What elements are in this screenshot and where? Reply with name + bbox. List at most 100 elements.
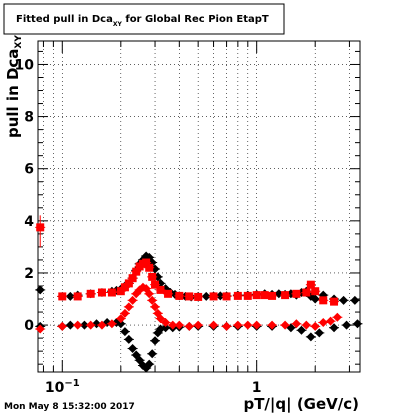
data-point-diamond bbox=[65, 291, 75, 301]
y-tick-label: 2 bbox=[24, 266, 34, 282]
data-point-square bbox=[330, 297, 339, 306]
data-point-square bbox=[86, 289, 95, 298]
data-point-diamond bbox=[291, 319, 301, 329]
data-point-diamond bbox=[332, 312, 342, 322]
data-point-diamond bbox=[301, 320, 311, 330]
data-point-diamond bbox=[352, 319, 362, 329]
y-tick-label: 10 bbox=[15, 57, 35, 73]
x-tick-labels: 10−1 1 bbox=[45, 378, 262, 396]
data-point-diamond bbox=[150, 336, 160, 346]
data-point-square bbox=[268, 291, 277, 300]
x-axis-label: pT/|q| (GeV/c) bbox=[243, 395, 359, 414]
data-point-square bbox=[302, 288, 311, 297]
y-tick-label: 8 bbox=[24, 110, 34, 126]
data-point-diamond bbox=[116, 314, 126, 324]
data-point-diamond bbox=[280, 320, 290, 330]
data-point-square bbox=[148, 272, 157, 281]
data-point-diamond bbox=[35, 324, 45, 334]
data-point-diamond bbox=[318, 317, 328, 327]
data-point-diamond bbox=[120, 327, 130, 337]
data-point-square bbox=[156, 285, 165, 294]
data-point-diamond bbox=[124, 334, 134, 344]
data-point-square bbox=[252, 291, 261, 300]
data-point-diamond bbox=[79, 320, 89, 330]
data-point-diamond bbox=[73, 320, 83, 330]
data-point-diamond bbox=[252, 320, 262, 330]
data-point-square bbox=[281, 291, 290, 300]
data-point-square bbox=[260, 291, 269, 300]
data-point-diamond bbox=[35, 285, 45, 295]
data-point-diamond bbox=[107, 319, 117, 329]
x-tick-label: 10−1 bbox=[45, 378, 80, 396]
data-point-square bbox=[73, 292, 82, 301]
data-point-diamond bbox=[222, 321, 232, 331]
data-point-diamond bbox=[184, 321, 194, 331]
chart-title-suffix: for Global Rec Pion EtapT bbox=[122, 14, 269, 25]
data-point-square bbox=[194, 292, 203, 301]
data-point-square bbox=[222, 292, 231, 301]
data-point-diamond bbox=[124, 302, 134, 312]
y-tick-label: 4 bbox=[24, 214, 34, 230]
data-point-diamond bbox=[329, 323, 339, 333]
data-points bbox=[35, 215, 363, 373]
data-point-square bbox=[151, 280, 160, 289]
data-point-diamond bbox=[233, 320, 243, 330]
data-point-square bbox=[124, 279, 133, 288]
data-point-diamond bbox=[243, 320, 253, 330]
y-axis-label: pull in DcaXY bbox=[4, 35, 24, 138]
chart-title-subscript: XY bbox=[113, 21, 123, 28]
y-tick-labels: 0 2 4 6 8 10 bbox=[15, 57, 35, 334]
data-point-square bbox=[319, 296, 328, 305]
data-point-square bbox=[292, 289, 301, 298]
data-point-diamond bbox=[147, 295, 157, 305]
data-point-diamond bbox=[144, 289, 154, 299]
data-point-diamond bbox=[155, 314, 165, 324]
data-point-diamond bbox=[144, 359, 154, 369]
data-point-square bbox=[306, 280, 315, 289]
y-tick-label: 0 bbox=[24, 318, 34, 334]
data-point-diamond bbox=[310, 321, 320, 331]
data-point-diamond bbox=[306, 332, 316, 342]
data-point-square bbox=[185, 292, 194, 301]
data-point-diamond bbox=[116, 319, 126, 329]
data-point-diamond bbox=[150, 302, 160, 312]
timestamp: Mon May 8 15:32:00 2017 bbox=[4, 402, 135, 412]
title-box: Fitted pull in DcaXY for Global Rec Pion… bbox=[3, 3, 285, 35]
chart-title: Fitted pull in DcaXY for Global Rec Pion… bbox=[16, 14, 269, 28]
data-point-square bbox=[145, 263, 154, 272]
data-point-square bbox=[243, 291, 252, 300]
data-point-diamond bbox=[57, 321, 67, 331]
plot-frame bbox=[37, 40, 361, 373]
data-point-diamond bbox=[326, 316, 336, 326]
data-point-diamond bbox=[128, 344, 138, 354]
y-tick-label: 6 bbox=[24, 162, 34, 178]
data-point-diamond bbox=[342, 320, 352, 330]
data-point-diamond bbox=[128, 295, 138, 305]
data-point-diamond bbox=[120, 308, 130, 318]
data-point-square bbox=[209, 292, 218, 301]
data-point-square bbox=[142, 258, 151, 267]
data-point-diamond bbox=[310, 294, 320, 304]
data-point-diamond bbox=[215, 291, 225, 301]
data-point-diamond bbox=[147, 349, 157, 359]
data-point-diamond bbox=[86, 320, 96, 330]
data-point-diamond bbox=[296, 325, 306, 335]
y-axis-label-subscript: XY bbox=[14, 35, 24, 49]
data-point-square bbox=[175, 291, 184, 300]
data-point-diamond bbox=[168, 320, 178, 330]
data-point-diamond bbox=[314, 328, 324, 338]
data-point-square bbox=[128, 274, 137, 283]
data-point-square bbox=[116, 287, 125, 296]
data-point-square bbox=[233, 291, 242, 300]
data-point-square bbox=[132, 267, 141, 276]
data-point-square bbox=[58, 292, 67, 301]
data-point-diamond bbox=[174, 320, 184, 330]
data-point-diamond bbox=[339, 295, 349, 305]
data-point-diamond bbox=[97, 320, 107, 330]
data-point-square bbox=[311, 287, 320, 296]
data-point-square bbox=[107, 288, 116, 297]
data-point-diamond bbox=[65, 320, 75, 330]
data-point-diamond bbox=[193, 320, 203, 330]
data-point-diamond bbox=[350, 295, 360, 305]
